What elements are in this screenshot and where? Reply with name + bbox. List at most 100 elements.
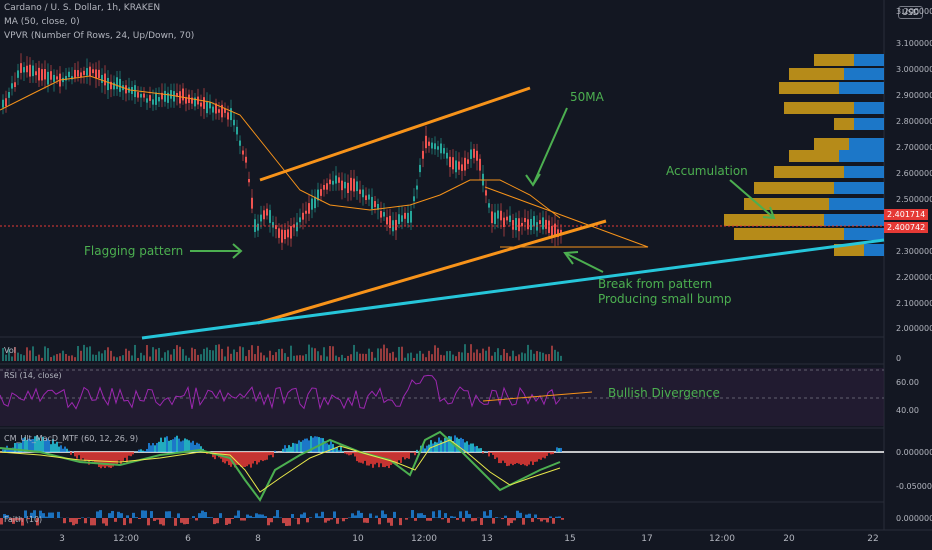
- macd-histogram-bar: [254, 452, 256, 462]
- candle: [527, 219, 529, 230]
- faith-bar: [522, 518, 525, 525]
- faith-bar: [411, 510, 414, 518]
- rsi-axis-40: 40.00: [896, 406, 919, 415]
- time-axis-label: 20: [783, 534, 795, 544]
- macd-histogram-bar: [360, 452, 362, 463]
- candle: [77, 70, 79, 77]
- macd-histogram-bar: [344, 452, 346, 454]
- volume-bar: [161, 357, 163, 361]
- candle: [512, 220, 514, 230]
- faith-bar: [513, 518, 516, 521]
- price-tag-high: 2.401714: [884, 209, 929, 220]
- macd-histogram-bar: [300, 441, 302, 452]
- candle: [104, 73, 106, 86]
- volume-bar: [302, 355, 304, 361]
- faith-bar: [48, 512, 51, 518]
- volume-profile-up-bar: [789, 68, 844, 80]
- volume-profile-down-bar: [829, 198, 884, 210]
- faith-bar: [474, 518, 477, 521]
- currency-button[interactable]: USD: [898, 6, 924, 19]
- macd-histogram-bar: [408, 452, 410, 459]
- volume-bar: [374, 357, 376, 361]
- volume-bar: [248, 349, 250, 361]
- faith-bar: [321, 511, 324, 518]
- macd-histogram-bar: [444, 437, 446, 452]
- macd-histogram-bar: [436, 442, 438, 452]
- triangle-pattern: [484, 186, 649, 248]
- faith-bar: [183, 518, 186, 525]
- faith-bar: [33, 510, 36, 518]
- candle: [446, 152, 448, 159]
- faith-bar: [558, 516, 561, 518]
- macd-axis-zero: 0.000000: [896, 448, 932, 457]
- macd-histogram-bar: [188, 440, 190, 452]
- ma-indicator-legend[interactable]: MA (50, close, 0): [4, 17, 80, 27]
- volume-bar: [17, 352, 19, 361]
- macd-histogram-bar: [506, 452, 508, 467]
- macd-histogram-bar: [520, 452, 522, 466]
- faith-bar: [342, 518, 345, 522]
- macd-histogram-bar: [146, 448, 148, 452]
- annotation-50ma: 50MA: [570, 90, 604, 104]
- macd-histogram-bar: [370, 452, 372, 464]
- volume-bar: [389, 353, 391, 361]
- rsi-pane-label[interactable]: RSI (14, close): [4, 371, 62, 380]
- volume-bar: [209, 349, 211, 361]
- macd-histogram-bar: [532, 452, 534, 465]
- volume-bar: [182, 349, 184, 361]
- volume-bar: [194, 349, 196, 361]
- volume-bar: [362, 353, 364, 361]
- macd-histogram-bar: [294, 443, 296, 452]
- candle: [299, 217, 301, 223]
- faith-bar: [291, 514, 294, 518]
- candle: [197, 96, 199, 105]
- candle: [458, 161, 460, 170]
- candle: [29, 64, 31, 77]
- faith-bar: [120, 513, 123, 518]
- candle: [503, 217, 505, 228]
- macd-histogram-bar: [304, 438, 306, 452]
- faith-bar: [228, 518, 231, 524]
- volume-bar: [257, 345, 259, 361]
- volume-bar: [335, 355, 337, 361]
- macd-histogram-bar: [88, 452, 90, 465]
- macd-histogram-bar: [442, 441, 444, 452]
- candle: [98, 69, 100, 79]
- faith-pane-label[interactable]: Faith (10): [4, 515, 43, 524]
- faith-bar: [75, 518, 78, 524]
- time-axis-label: 22: [867, 534, 879, 544]
- candle: [416, 185, 418, 190]
- vpvr-indicator-legend[interactable]: VPVR (Number Of Rows, 24, Up/Down, 70): [4, 31, 195, 41]
- volume-bar: [89, 346, 91, 361]
- volume-bar: [47, 348, 49, 361]
- faith-bar: [246, 514, 249, 518]
- volume-bar: [497, 348, 499, 361]
- candle: [380, 210, 382, 218]
- symbol-title: Cardano / U. S. Dollar, 1h, KRAKEN: [4, 3, 161, 13]
- candle: [5, 98, 7, 107]
- faith-bar: [198, 513, 201, 518]
- faith-bar: [225, 518, 228, 525]
- candle: [551, 225, 553, 236]
- macd-pane-label[interactable]: CM_Ult_MacD_MTF (60, 12, 26, 9): [4, 434, 139, 443]
- price-axis-label: 3.200000: [896, 7, 932, 16]
- volume-bar: [383, 344, 385, 361]
- volume-axis-label: 0: [896, 354, 902, 363]
- volume-bar: [86, 347, 88, 361]
- volume-bar: [71, 355, 73, 361]
- volume-bar: [77, 346, 79, 361]
- volume-bar: [95, 354, 97, 361]
- macd-histogram-bar: [374, 452, 376, 465]
- volume-bar: [218, 344, 220, 361]
- candle: [242, 150, 244, 155]
- macd-histogram-bar: [364, 452, 366, 461]
- volume-pane-label[interactable]: Vol: [4, 346, 16, 355]
- faith-bar: [420, 513, 423, 518]
- volume-profile-down-bar: [854, 102, 884, 114]
- price-axis-label: 2.200000: [896, 273, 932, 282]
- macd-histogram-bar: [372, 452, 374, 468]
- volume-bar: [284, 353, 286, 361]
- volume-bar: [221, 348, 223, 361]
- candle: [32, 65, 34, 77]
